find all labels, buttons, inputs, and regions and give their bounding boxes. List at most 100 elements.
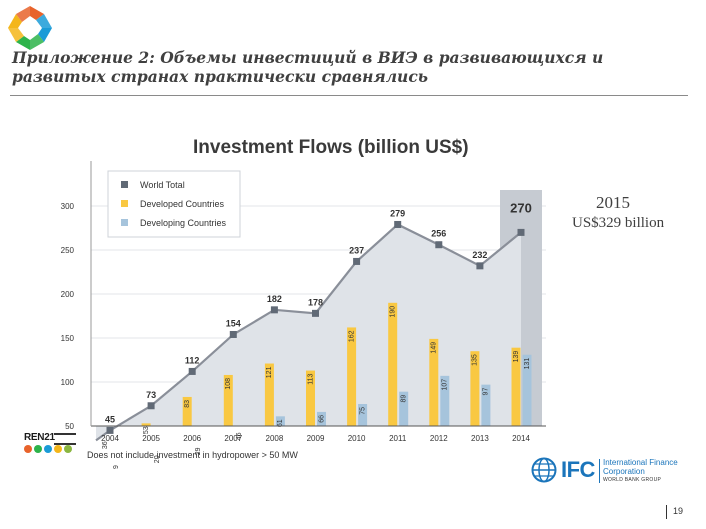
point-world-total-2010 (353, 257, 361, 265)
point-world-total-2005 (147, 402, 155, 410)
label-developed-2008: 121 (266, 366, 273, 378)
label-world-total-2010: 237 (349, 245, 364, 255)
bar-developed-2013 (470, 351, 480, 426)
label-developed-2012: 149 (431, 342, 438, 354)
x-tick-label-2006: 2006 (183, 434, 201, 443)
label-developed-2014: 139 (513, 351, 520, 363)
legend-box (107, 170, 241, 238)
x-tick-label-2010: 2010 (348, 434, 366, 443)
legend-label-world-total: World Total (140, 180, 185, 190)
label-developing-2013: 97 (483, 388, 490, 396)
bar-developing-2009 (317, 411, 326, 426)
legend-marker-world-total (121, 181, 128, 188)
x-tick-label-2004: 2004 (101, 434, 119, 443)
label-developed-2005: 53 (143, 426, 150, 434)
label-developing-2004: 9 (113, 465, 120, 469)
world-total-line (95, 223, 522, 442)
x-tick-label-2005: 2005 (142, 434, 160, 443)
bar-developing-2010 (358, 404, 368, 426)
point-world-total-2009 (312, 309, 319, 317)
x-tick-label-2014: 2014 (512, 434, 530, 443)
bar-developing-2011 (399, 391, 409, 426)
ren21-logo: REN21 (24, 432, 78, 456)
bar-developed-2008 (264, 363, 274, 426)
y-tick-label-300: 300 (61, 202, 75, 211)
point-world-total-2007 (229, 330, 237, 338)
page-number-divider (666, 505, 667, 519)
label-world-total-2011: 279 (390, 208, 405, 218)
legend: World Total Developed Countries Developi… (107, 170, 241, 238)
ren21-icons (24, 445, 72, 453)
label-world-total-2009: 178 (308, 297, 323, 307)
label-developing-2014: 131 (524, 358, 531, 370)
x-tick-label-2009: 2009 (307, 434, 325, 443)
label-world-total-2007: 154 (226, 318, 241, 328)
label-developed-2010: 162 (348, 330, 355, 342)
point-world-total-2014 (517, 228, 525, 236)
bar-developing-2013 (481, 384, 491, 426)
globe-icon (531, 457, 557, 483)
bar-developing-2008 (275, 416, 285, 426)
label-world-total-2006: 112 (185, 355, 200, 365)
bar-developed-2012 (429, 338, 439, 426)
bar-developed-2011 (388, 302, 398, 426)
bar-developed-2009 (306, 370, 315, 426)
bar-developing-2012 (440, 375, 450, 426)
point-world-total-2012 (435, 241, 443, 249)
label-developing-2009: 66 (318, 415, 325, 423)
chart-title: Investment Flows (billion US$) (193, 137, 469, 158)
label-developing-2011: 89 (401, 395, 408, 403)
label-developing-2010: 75 (359, 407, 366, 415)
bar-developed-2010 (347, 327, 357, 426)
x-tick-label-2011: 2011 (389, 434, 407, 443)
y-tick-label-200: 200 (61, 290, 75, 299)
x-tick-label-2013: 2013 (471, 434, 489, 443)
ren21-label: REN21 (24, 432, 55, 443)
point-world-total-2008 (270, 306, 278, 314)
legend-label-developing: Developing Countries (140, 218, 227, 228)
point-world-total-2006 (188, 367, 196, 375)
label-developing-2007: 46 (236, 432, 243, 440)
title-divider (10, 95, 688, 96)
x-tick-label-2007: 2007 (224, 434, 242, 443)
label-developed-2011: 190 (390, 306, 397, 318)
ren21-subtitle-lines (54, 433, 76, 445)
label-developed-2006: 83 (184, 400, 191, 408)
label-world-total-2004: 45 (105, 414, 115, 424)
x-tick-label-2008: 2008 (266, 434, 284, 443)
y-tick-label-150: 150 (61, 334, 75, 343)
ifc-logo: IFC International Finance Corporation WO… (531, 455, 691, 487)
legend-label-developed: Developed Countries (140, 199, 225, 209)
label-developed-2004: 36 (102, 441, 109, 449)
label-developed-2007: 108 (225, 378, 232, 390)
point-world-total-2004 (106, 426, 114, 434)
bar-developing-2014 (522, 354, 532, 426)
chart-footnote: Does not include investment in hydropowe… (87, 450, 298, 460)
label-world-total-2008: 182 (267, 294, 282, 304)
point-world-total-2011 (394, 220, 402, 228)
bar-developed-2006 (182, 396, 192, 426)
y-tick-label-250: 250 (61, 246, 75, 255)
point-world-total-2013 (476, 262, 484, 270)
bar-developed-2014 (511, 347, 521, 426)
label-developing-2005: 20 (154, 455, 161, 463)
company-logo (8, 6, 52, 50)
label-world-total-2012: 256 (431, 229, 446, 239)
y-tick-label-100: 100 (61, 378, 75, 387)
page-number: 19 (673, 506, 684, 516)
slide-title: Приложение 2: Объемы инвестиций в ВИЭ в … (12, 48, 604, 86)
label-world-total-2013: 232 (472, 250, 487, 260)
legend-marker-developed (121, 200, 128, 207)
ifc-name: International Finance Corporation (603, 458, 678, 476)
label-developing-2012: 107 (442, 379, 449, 391)
label-world-total-2014: 270 (510, 200, 532, 215)
label-developed-2013: 135 (472, 354, 479, 366)
y-tick-label-50: 50 (65, 422, 74, 431)
bar-developed-2007 (223, 374, 233, 426)
label-developing-2008: 61 (277, 419, 284, 427)
ifc-group: WORLD BANK GROUP (603, 477, 662, 483)
ifc-mark: IFC (561, 457, 595, 482)
x-tick-label-2012: 2012 (430, 434, 448, 443)
annotation-year: 2015 (596, 193, 630, 212)
